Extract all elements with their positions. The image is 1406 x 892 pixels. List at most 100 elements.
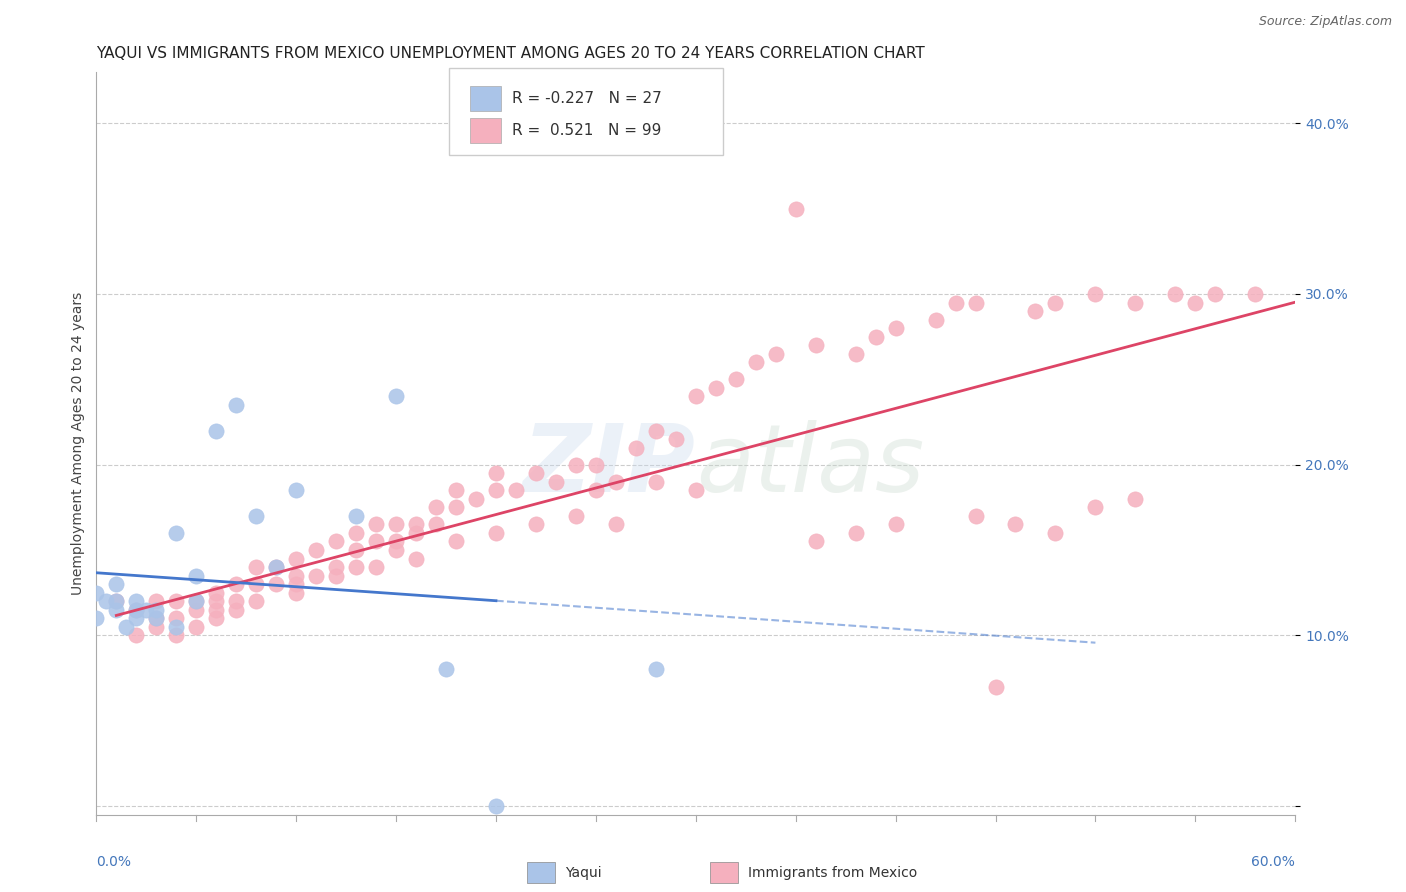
Point (945, 295, 967, 310)
Point (785, 202, 807, 216)
Point (605, 475, 627, 489)
Point (984, 680, 1007, 694)
Point (165, 525, 187, 540)
Point (186, 603, 208, 617)
Point (1184, 295, 1206, 310)
Point (1045, 525, 1067, 540)
Point (165, 628, 187, 642)
Point (125, 611, 148, 625)
Point (344, 525, 367, 540)
Point (186, 594, 208, 608)
Point (605, 517, 627, 532)
Point (1024, 304, 1046, 318)
Point (385, 543, 408, 558)
Point (245, 508, 267, 523)
Point (405, 551, 427, 566)
Point (264, 560, 287, 574)
Text: 60.0%: 60.0% (1251, 855, 1295, 869)
Point (1164, 287, 1187, 301)
Point (205, 585, 228, 599)
Point (1125, 491, 1147, 506)
Point (444, 534, 467, 549)
Point (264, 560, 287, 574)
Point (965, 295, 987, 310)
Point (245, 577, 267, 591)
Point (644, 424, 666, 438)
Point (444, 500, 467, 515)
Point (444, 483, 467, 498)
Point (264, 577, 287, 591)
Text: YAQUI VS IMMIGRANTS FROM MEXICO UNEMPLOYMENT AMONG AGES 20 TO 24 YEARS CORRELATI: YAQUI VS IMMIGRANTS FROM MEXICO UNEMPLOY… (97, 46, 925, 62)
Point (165, 611, 187, 625)
Point (425, 517, 447, 532)
Point (405, 525, 427, 540)
Point (325, 534, 347, 549)
Point (325, 568, 347, 582)
Point (285, 568, 308, 582)
Text: ZIP: ZIP (523, 419, 696, 512)
Point (1045, 295, 1067, 310)
Point (186, 620, 208, 634)
Point (665, 432, 688, 446)
Point (765, 347, 787, 361)
Point (325, 560, 347, 574)
Point (585, 483, 607, 498)
Point (544, 475, 567, 489)
Point (1125, 295, 1147, 310)
Point (1084, 500, 1107, 515)
Point (86, 611, 108, 625)
Point (285, 483, 308, 498)
Point (845, 525, 868, 540)
Text: R =  0.521   N = 99: R = 0.521 N = 99 (512, 122, 662, 137)
Point (505, 483, 527, 498)
Point (685, 483, 707, 498)
Point (804, 534, 827, 549)
Point (145, 603, 167, 617)
Point (485, 799, 508, 814)
Point (115, 620, 138, 634)
Text: 0.0%: 0.0% (97, 855, 131, 869)
Point (186, 568, 208, 582)
Point (344, 543, 367, 558)
Point (924, 312, 946, 326)
Text: R = -0.227   N = 27: R = -0.227 N = 27 (512, 91, 662, 106)
Text: Source: ZipAtlas.com: Source: ZipAtlas.com (1258, 15, 1392, 29)
Point (425, 500, 447, 515)
Point (385, 534, 408, 549)
Point (644, 475, 666, 489)
Point (205, 594, 228, 608)
Point (135, 603, 157, 617)
Point (105, 594, 128, 608)
Point (125, 594, 148, 608)
Point (965, 508, 987, 523)
Point (205, 424, 228, 438)
Point (105, 603, 128, 617)
Point (585, 458, 607, 472)
Point (364, 534, 387, 549)
Point (125, 603, 148, 617)
Point (125, 603, 148, 617)
Point (305, 568, 328, 582)
Point (285, 551, 308, 566)
Point (165, 594, 187, 608)
Point (1204, 287, 1226, 301)
Point (225, 577, 247, 591)
Point (145, 620, 167, 634)
Point (524, 517, 547, 532)
Point (205, 603, 228, 617)
Point (96, 594, 118, 608)
Point (485, 483, 508, 498)
Point (1084, 287, 1107, 301)
Point (364, 560, 387, 574)
Point (704, 381, 727, 395)
Point (405, 517, 427, 532)
Point (434, 663, 457, 677)
Point (884, 321, 907, 335)
Point (465, 491, 488, 506)
Point (624, 441, 647, 455)
Point (884, 517, 907, 532)
Point (165, 620, 187, 634)
Point (565, 458, 588, 472)
Point (1004, 517, 1026, 532)
Y-axis label: Unemployment Among Ages 20 to 24 years: Unemployment Among Ages 20 to 24 years (72, 292, 86, 595)
